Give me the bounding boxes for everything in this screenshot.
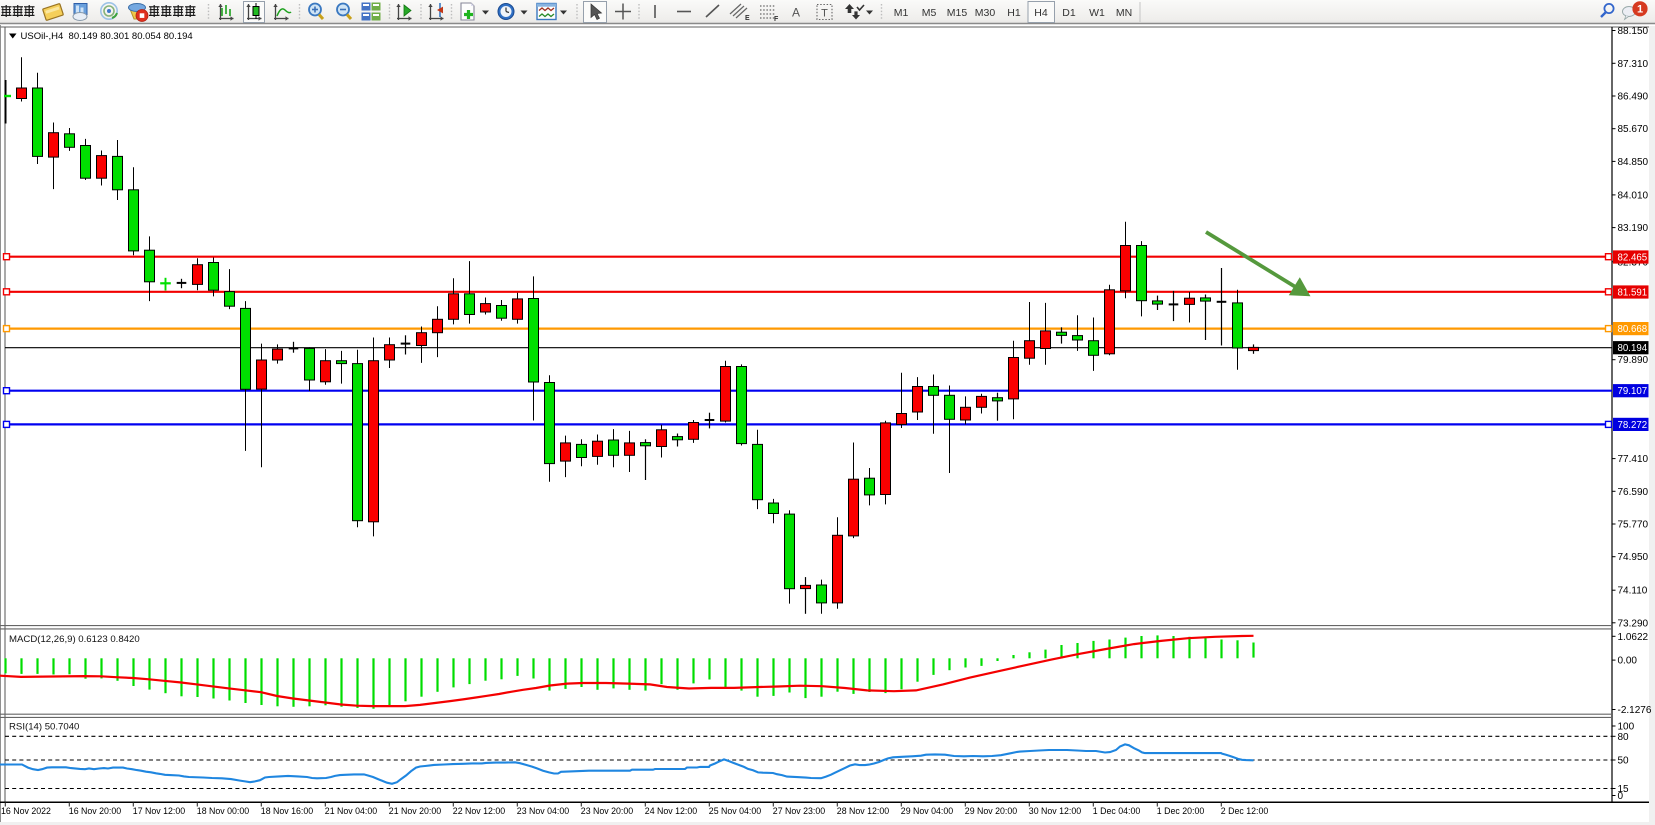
svg-text:27 Nov 23:00: 27 Nov 23:00 [773,806,825,816]
svg-text:18 Nov 00:00: 18 Nov 00:00 [197,806,249,816]
svg-text:83.190: 83.190 [1618,223,1649,234]
svg-text:85.670: 85.670 [1618,124,1649,135]
svg-text:100: 100 [1618,722,1635,733]
svg-text:0: 0 [1618,791,1624,802]
svg-text:D1: D1 [1062,7,1076,19]
svg-text:29 Nov 20:00: 29 Nov 20:00 [965,806,1017,816]
svg-text:77.410: 77.410 [1618,454,1649,465]
svg-text:USOil-,H4 80.149 80.301 80.05: USOil-,H4 80.149 80.301 80.054 80.194 [21,31,193,42]
svg-text:75.770: 75.770 [1618,520,1649,531]
svg-text:82.465: 82.465 [1618,253,1648,264]
svg-text:16 Nov 20:00: 16 Nov 20:00 [69,806,121,816]
svg-text:29 Nov 04:00: 29 Nov 04:00 [901,806,953,816]
svg-text:24 Nov 12:00: 24 Nov 12:00 [645,806,697,816]
svg-text:F: F [774,16,779,23]
svg-text:86.490: 86.490 [1618,92,1649,103]
svg-text:1.0622: 1.0622 [1618,632,1649,643]
svg-text:87.310: 87.310 [1618,59,1649,70]
svg-text:80: 80 [1618,732,1630,743]
svg-text:1: 1 [1637,4,1643,16]
svg-text:50: 50 [1618,756,1630,767]
svg-text:2 Dec 12:00: 2 Dec 12:00 [1221,806,1269,816]
svg-text:16 Nov 2022: 16 Nov 2022 [1,806,51,816]
svg-text:74.950: 74.950 [1618,552,1649,563]
svg-text:T: T [821,8,828,20]
svg-text:88.150: 88.150 [1618,26,1649,37]
svg-text:21 Nov 20:00: 21 Nov 20:00 [389,806,441,816]
svg-text:30 Nov 12:00: 30 Nov 12:00 [1029,806,1081,816]
svg-text:78.272: 78.272 [1618,420,1648,431]
svg-text:0.00: 0.00 [1618,656,1638,667]
svg-text:79.890: 79.890 [1618,355,1649,366]
svg-text:74.110: 74.110 [1618,586,1648,597]
svg-text:23 Nov 20:00: 23 Nov 20:00 [581,806,633,816]
svg-text:H1: H1 [1007,7,1021,19]
svg-text:25 Nov 04:00: 25 Nov 04:00 [709,806,761,816]
svg-text:M15: M15 [947,7,968,19]
svg-text:84.850: 84.850 [1618,157,1649,168]
svg-text:1 Dec 20:00: 1 Dec 20:00 [1157,806,1205,816]
svg-text:RSI(14) 50.7040: RSI(14) 50.7040 [9,722,79,733]
svg-text:H4: H4 [1034,7,1048,19]
svg-text:80.194: 80.194 [1618,343,1648,354]
svg-text:81.591: 81.591 [1618,288,1648,299]
svg-text:MN: MN [1116,7,1132,19]
svg-text:80.668: 80.668 [1618,324,1648,335]
svg-text:15: 15 [1618,784,1630,795]
svg-text:79.107: 79.107 [1618,386,1648,397]
svg-text:-2.1276: -2.1276 [1618,705,1652,716]
svg-text:W1: W1 [1089,7,1105,19]
svg-text:M5: M5 [922,7,937,19]
svg-text:M30: M30 [975,7,996,19]
svg-text:84.010: 84.010 [1618,190,1649,201]
svg-text:18 Nov 16:00: 18 Nov 16:00 [261,806,313,816]
svg-text:M1: M1 [894,7,909,19]
svg-text:73.290: 73.290 [1618,618,1649,629]
svg-text:22 Nov 12:00: 22 Nov 12:00 [453,806,505,816]
svg-text:E: E [745,15,750,22]
svg-text:23 Nov 04:00: 23 Nov 04:00 [517,806,569,816]
svg-text:76.590: 76.590 [1618,487,1649,498]
svg-text:1 Dec 04:00: 1 Dec 04:00 [1093,806,1141,816]
svg-text:MACD(12,26,9) 0.6123 0.8420: MACD(12,26,9) 0.6123 0.8420 [9,634,140,645]
svg-text:28 Nov 12:00: 28 Nov 12:00 [837,806,889,816]
svg-text:A: A [792,6,800,20]
svg-text:17 Nov 12:00: 17 Nov 12:00 [133,806,185,816]
svg-text:21 Nov 04:00: 21 Nov 04:00 [325,806,377,816]
